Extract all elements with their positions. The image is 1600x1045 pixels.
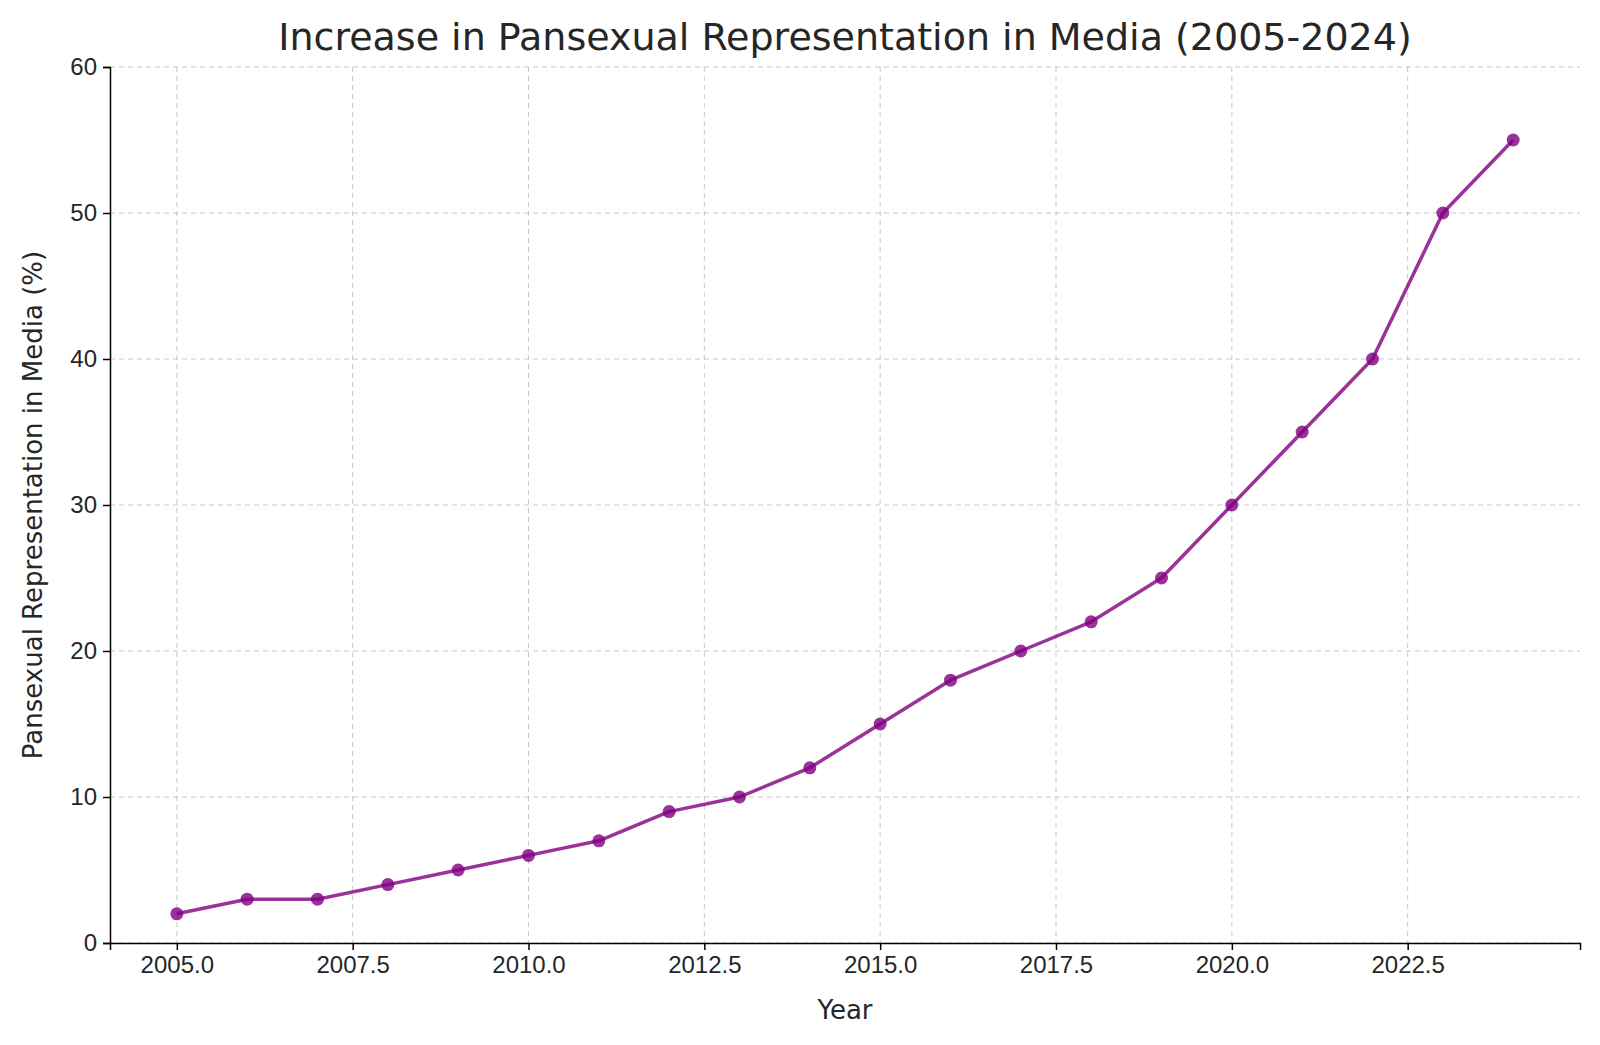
y-tick: 60 [70, 53, 110, 80]
y-tick: 0 [84, 929, 110, 956]
marker [592, 834, 605, 847]
marker [381, 878, 394, 891]
x-tick-mark [880, 943, 882, 950]
x-tick-mark [177, 943, 179, 950]
x-tick: 2010.0 [492, 943, 565, 978]
x-tick: 2022.5 [1371, 943, 1444, 978]
x-tick: 2007.5 [316, 943, 389, 978]
y-tick-mark [103, 943, 110, 945]
y-tick: 20 [70, 637, 110, 664]
y-tick-label: 10 [70, 783, 97, 810]
x-tick-mark [1232, 943, 1234, 950]
y-tick: 40 [70, 345, 110, 372]
marker [311, 893, 324, 906]
x-tick-label: 2015.0 [844, 951, 917, 978]
x-tick-label: 2007.5 [316, 951, 389, 978]
title: Increase in Pansexual Representation in … [278, 15, 1412, 59]
x-axis: 2005.0 2007.5 2010.0 2012.5 2015.0 2017.5 2020… [111, 943, 1581, 978]
x-axis-title: Year [816, 995, 872, 1025]
x-tick: 2017.5 [1020, 943, 1093, 978]
y-tick-mark [103, 651, 110, 653]
marker [452, 864, 465, 877]
y-tick-mark [103, 797, 110, 799]
marker [1155, 572, 1168, 585]
y-axis-title: Pansexual Representation in Media (%) [18, 251, 48, 759]
marker [733, 791, 746, 804]
y-axis-line [103, 68, 111, 944]
marker [170, 907, 183, 920]
marker [1507, 134, 1520, 147]
series [170, 134, 1519, 921]
grid-line [110, 213, 1580, 214]
marker [1014, 645, 1027, 658]
x-tick: 2012.5 [668, 943, 741, 978]
plot: 2005.02007.52010.02012.52015.02017.52020… [70, 53, 1580, 978]
y-tick-label: 20 [70, 637, 97, 664]
y-tick-label: 50 [70, 199, 97, 226]
x-tick-mark [1407, 943, 1409, 950]
x-tick: 2005.0 [141, 943, 214, 978]
marker [1225, 499, 1238, 512]
y-tick-mark [103, 359, 110, 361]
x-tick-label: 2020.0 [1196, 951, 1269, 978]
grid-line [110, 651, 1580, 652]
x-tick-mark [352, 943, 354, 950]
grid-line [110, 359, 1580, 360]
y-tick-label: 60 [70, 53, 97, 80]
marker [1436, 207, 1449, 220]
x-tick-mark [704, 943, 706, 950]
grid [110, 67, 1580, 943]
y-tick-mark [103, 505, 110, 507]
x-tick-label: 2017.5 [1020, 951, 1093, 978]
y-tick: 50 [70, 199, 110, 226]
y-tick-label: 0 [84, 929, 97, 956]
x-tick-mark [1056, 943, 1058, 950]
marker [803, 761, 816, 774]
y-axis: 0 10 20 30 40 50 60 [70, 53, 110, 956]
chart: 2005.02007.52010.02012.52015.02017.52020… [0, 0, 1600, 1045]
marker [1366, 353, 1379, 366]
x-tick-label: 2022.5 [1371, 951, 1444, 978]
x-tick: 2015.0 [844, 943, 917, 978]
grid-line [110, 67, 1580, 68]
marker [1296, 426, 1309, 439]
y-tick-label: 40 [70, 345, 97, 372]
x-tick-label: 2005.0 [141, 951, 214, 978]
y-tick-mark [103, 213, 110, 215]
x-tick: 2020.0 [1196, 943, 1269, 978]
y-tick: 10 [70, 783, 110, 810]
marker [522, 849, 535, 862]
marker [874, 718, 887, 731]
x-tick-label: 2012.5 [668, 951, 741, 978]
x-tick-mark [528, 943, 530, 950]
x-tick-label: 2010.0 [492, 951, 565, 978]
y-tick-mark [103, 67, 110, 69]
marker [944, 674, 957, 687]
y-tick-label: 30 [70, 491, 97, 518]
line [177, 140, 1513, 914]
marker [241, 893, 254, 906]
x-axis-line [111, 944, 1581, 951]
marker [663, 805, 676, 818]
grid-line [110, 505, 1580, 506]
marker [1085, 615, 1098, 628]
grid-line [110, 797, 1580, 798]
y-tick: 30 [70, 491, 110, 518]
